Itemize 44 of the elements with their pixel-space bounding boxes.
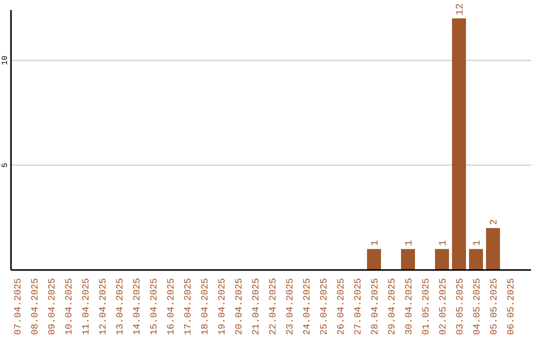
x-tick-label: 13.04.2025: [114, 278, 126, 336]
bar: [435, 249, 449, 270]
x-tick-label: 12.04.2025: [98, 278, 108, 336]
x-tick-label: 06.05.2025: [506, 278, 516, 336]
x-tick-label: 15.04.2025: [148, 278, 160, 336]
x-tick-label: 20.04.2025: [234, 278, 244, 336]
x-tick-label: 18.04.2025: [200, 278, 210, 336]
x-tick-label: 14.04.2025: [132, 278, 142, 336]
x-tick-label: 27.04.2025: [352, 278, 364, 336]
y-tick-label: 5: [1, 162, 10, 168]
x-tick-label: 09.04.2025: [46, 278, 58, 336]
x-tick-label: 26.04.2025: [336, 278, 346, 336]
bar: [452, 18, 466, 270]
x-tick-label: 01.05.2025: [420, 278, 432, 336]
y-tick-label: 10: [1, 55, 10, 66]
data-label: 1: [472, 240, 484, 246]
x-tick-label: 25.04.2025: [318, 278, 330, 336]
x-tick-label: 24.04.2025: [302, 278, 312, 336]
x-tick-label: 21.04.2025: [250, 278, 262, 336]
data-label: 1: [404, 240, 416, 246]
x-tick-label: 16.04.2025: [166, 278, 176, 336]
x-tick-label: 05.05.2025: [488, 278, 500, 336]
x-tick-label: 11.04.2025: [80, 278, 92, 336]
x-tick-label: 17.04.2025: [182, 278, 194, 336]
x-tick-label: 30.04.2025: [404, 278, 414, 336]
data-label: 1: [370, 240, 382, 246]
data-label: 2: [490, 219, 500, 226]
x-tick-label: 10.04.2025: [64, 278, 74, 336]
x-tick-label: 02.05.2025: [438, 278, 448, 336]
data-label: 1: [438, 240, 450, 246]
data-label: 12: [456, 3, 466, 16]
x-tick-label: 07.04.2025: [12, 278, 24, 336]
x-tick-label: 04.05.2025: [472, 278, 482, 336]
bar: [469, 249, 483, 270]
bar: [367, 249, 381, 270]
x-tick-label: 28.04.2025: [370, 278, 380, 336]
x-tick-label: 03.05.2025: [454, 278, 466, 336]
x-tick-label: 08.04.2025: [30, 278, 40, 336]
bar: [401, 249, 415, 270]
x-tick-label: 23.04.2025: [284, 278, 296, 336]
x-tick-label: 29.04.2025: [386, 278, 398, 336]
x-tick-label: 22.04.2025: [268, 278, 278, 336]
x-tick-label: 19.04.2025: [216, 278, 228, 336]
bar: [486, 228, 500, 270]
